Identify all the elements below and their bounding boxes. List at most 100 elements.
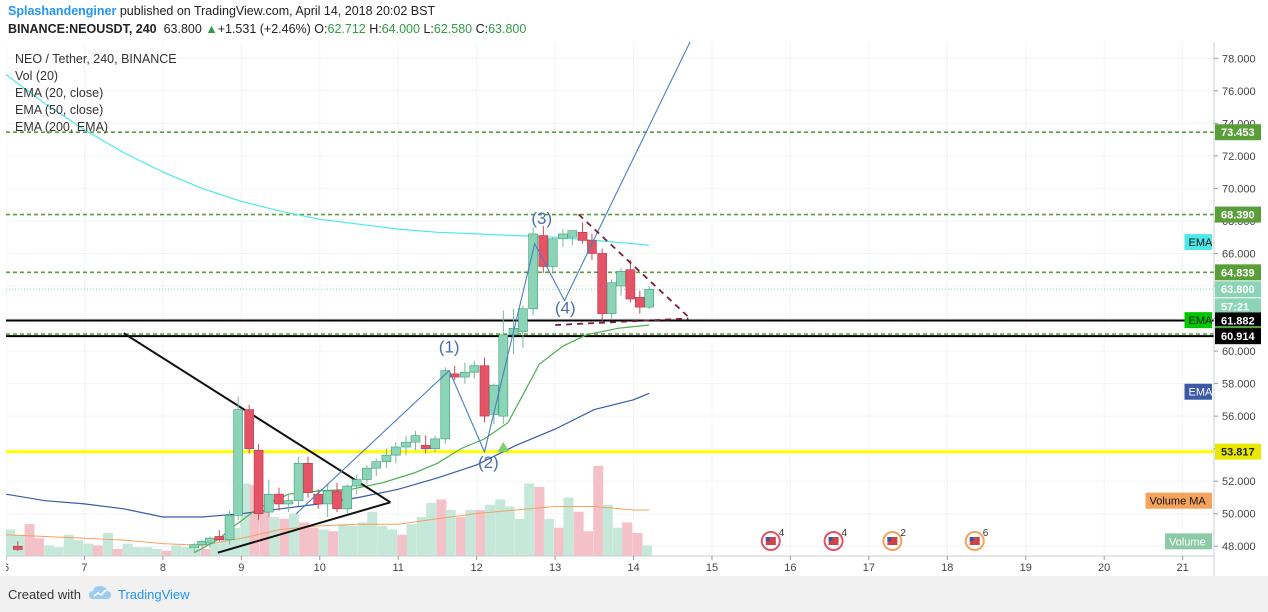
candle[interactable] xyxy=(479,357,490,423)
price-axis-label[interactable]: 68.390 xyxy=(1215,206,1261,223)
candle[interactable] xyxy=(420,435,431,454)
indicator-tag[interactable]: Volume MA xyxy=(1145,492,1213,509)
price-axis-label[interactable]: 60.914 xyxy=(1215,328,1261,345)
candle[interactable] xyxy=(460,362,470,384)
candle-body xyxy=(587,240,597,254)
candle[interactable] xyxy=(263,479,274,517)
triangle-upper-trendline[interactable] xyxy=(123,332,391,504)
volume-bar xyxy=(14,534,25,556)
published-text: published on TradingView.com, April 14, … xyxy=(116,4,436,18)
candle[interactable] xyxy=(303,456,313,498)
volume-bar xyxy=(386,529,397,556)
volume-bar xyxy=(622,522,633,556)
price-axis-label[interactable]: 73.453 xyxy=(1215,124,1261,141)
chart-header: Splashandenginer published on TradingVie… xyxy=(0,0,1268,42)
candle[interactable] xyxy=(449,365,460,381)
last-price: 63.800 xyxy=(163,22,202,36)
candle[interactable] xyxy=(558,229,568,247)
volume-bar xyxy=(612,527,623,556)
candle[interactable] xyxy=(351,474,362,495)
candle[interactable] xyxy=(587,233,597,260)
wedge-upper-dashed[interactable] xyxy=(577,213,690,318)
price-chart[interactable]: (1)(2)(3)(4)442648.00050.00052.00054.000… xyxy=(3,40,1262,576)
indicator-tag[interactable]: Volume xyxy=(1165,533,1212,550)
candle[interactable] xyxy=(430,435,440,452)
tradingview-cloud-icon xyxy=(89,586,111,599)
candle-body xyxy=(469,365,480,373)
wedge-lower-dashed[interactable] xyxy=(555,317,689,326)
buy-signal-triangle-icon xyxy=(497,441,510,452)
candle[interactable] xyxy=(547,237,558,272)
candle-body xyxy=(342,485,353,510)
triangle-lower-trendline[interactable] xyxy=(217,501,391,554)
candle[interactable] xyxy=(342,484,353,514)
candle[interactable] xyxy=(625,259,636,303)
indicator-tag-text: Volume xyxy=(1169,536,1206,548)
legend-ema200[interactable]: EMA (200, EMA) xyxy=(15,120,109,134)
price-label-bg xyxy=(1215,312,1261,329)
price-axis-label[interactable]: 64.839 xyxy=(1215,264,1261,281)
candle-body xyxy=(449,373,460,378)
volume-bar xyxy=(377,525,388,556)
candle[interactable] xyxy=(224,510,235,545)
candle[interactable] xyxy=(205,536,215,548)
candle[interactable] xyxy=(253,443,264,521)
candle[interactable] xyxy=(440,367,451,444)
candle-body xyxy=(401,441,411,448)
indicator-tag[interactable]: EMA xyxy=(1184,234,1214,251)
candle[interactable] xyxy=(12,541,23,552)
legend-volume[interactable]: Vol (20) xyxy=(15,69,59,83)
tradingview-brand-link[interactable]: TradingView xyxy=(118,587,190,602)
candle[interactable] xyxy=(371,458,382,477)
low-value: 62.580 xyxy=(433,22,473,36)
author-name[interactable]: Splashandenginer xyxy=(8,4,117,18)
candle[interactable] xyxy=(391,442,401,464)
volume-bar xyxy=(24,524,35,556)
candle[interactable] xyxy=(214,529,225,542)
candle[interactable] xyxy=(635,290,645,314)
chart-area[interactable]: (1)(2)(3)(4)442648.00050.00052.00054.000… xyxy=(3,40,1262,576)
legend-ema50[interactable]: EMA (50, close) xyxy=(15,103,104,117)
legend-ema20[interactable]: EMA (20, close) xyxy=(15,86,104,100)
candle[interactable] xyxy=(244,404,254,454)
candle[interactable] xyxy=(469,360,480,379)
candle[interactable] xyxy=(577,222,588,244)
candle-body xyxy=(214,536,225,541)
indicator-tag[interactable]: EMA xyxy=(1184,312,1214,329)
candle[interactable] xyxy=(381,448,392,469)
candle[interactable] xyxy=(189,542,200,553)
candle[interactable] xyxy=(283,494,294,513)
economic-event-flag-icon[interactable]: 4 xyxy=(823,528,848,551)
candle[interactable] xyxy=(362,464,372,485)
candle[interactable] xyxy=(410,430,421,451)
economic-event-flag-icon[interactable]: 4 xyxy=(760,528,785,551)
candle[interactable] xyxy=(274,487,284,511)
high-value: 64.000 xyxy=(381,22,420,36)
economic-event-flag-icon[interactable]: 6 xyxy=(964,528,989,551)
elliott-wave-line[interactable] xyxy=(295,40,692,515)
candle-body xyxy=(597,253,607,314)
candle[interactable] xyxy=(528,227,538,316)
candle[interactable] xyxy=(567,230,578,246)
volume-bar xyxy=(495,499,506,556)
price-tick-label: 58.000 xyxy=(1222,379,1256,391)
candle[interactable] xyxy=(322,484,333,517)
candle[interactable] xyxy=(616,268,626,296)
candle[interactable] xyxy=(606,279,617,319)
price-axis-label[interactable]: 61.882 xyxy=(1215,312,1261,329)
price-axis-label[interactable]: 53.817 xyxy=(1215,443,1261,460)
candle[interactable] xyxy=(233,396,243,521)
candle[interactable] xyxy=(518,305,528,348)
candle[interactable] xyxy=(401,435,411,456)
price-axis-label[interactable]: 63.800 xyxy=(1215,281,1261,298)
candle[interactable] xyxy=(644,285,655,310)
economic-event-flag-icon[interactable]: 2 xyxy=(882,528,906,551)
time-tick-label: 14 xyxy=(627,562,639,574)
candle[interactable] xyxy=(597,248,607,324)
candle[interactable] xyxy=(293,456,304,506)
candle[interactable] xyxy=(332,482,342,513)
indicator-tag[interactable]: EMA xyxy=(1184,383,1214,400)
volume-bar xyxy=(397,534,408,556)
volume-bar xyxy=(328,531,339,556)
price-axis-label[interactable]: 57:21 xyxy=(1215,298,1261,315)
